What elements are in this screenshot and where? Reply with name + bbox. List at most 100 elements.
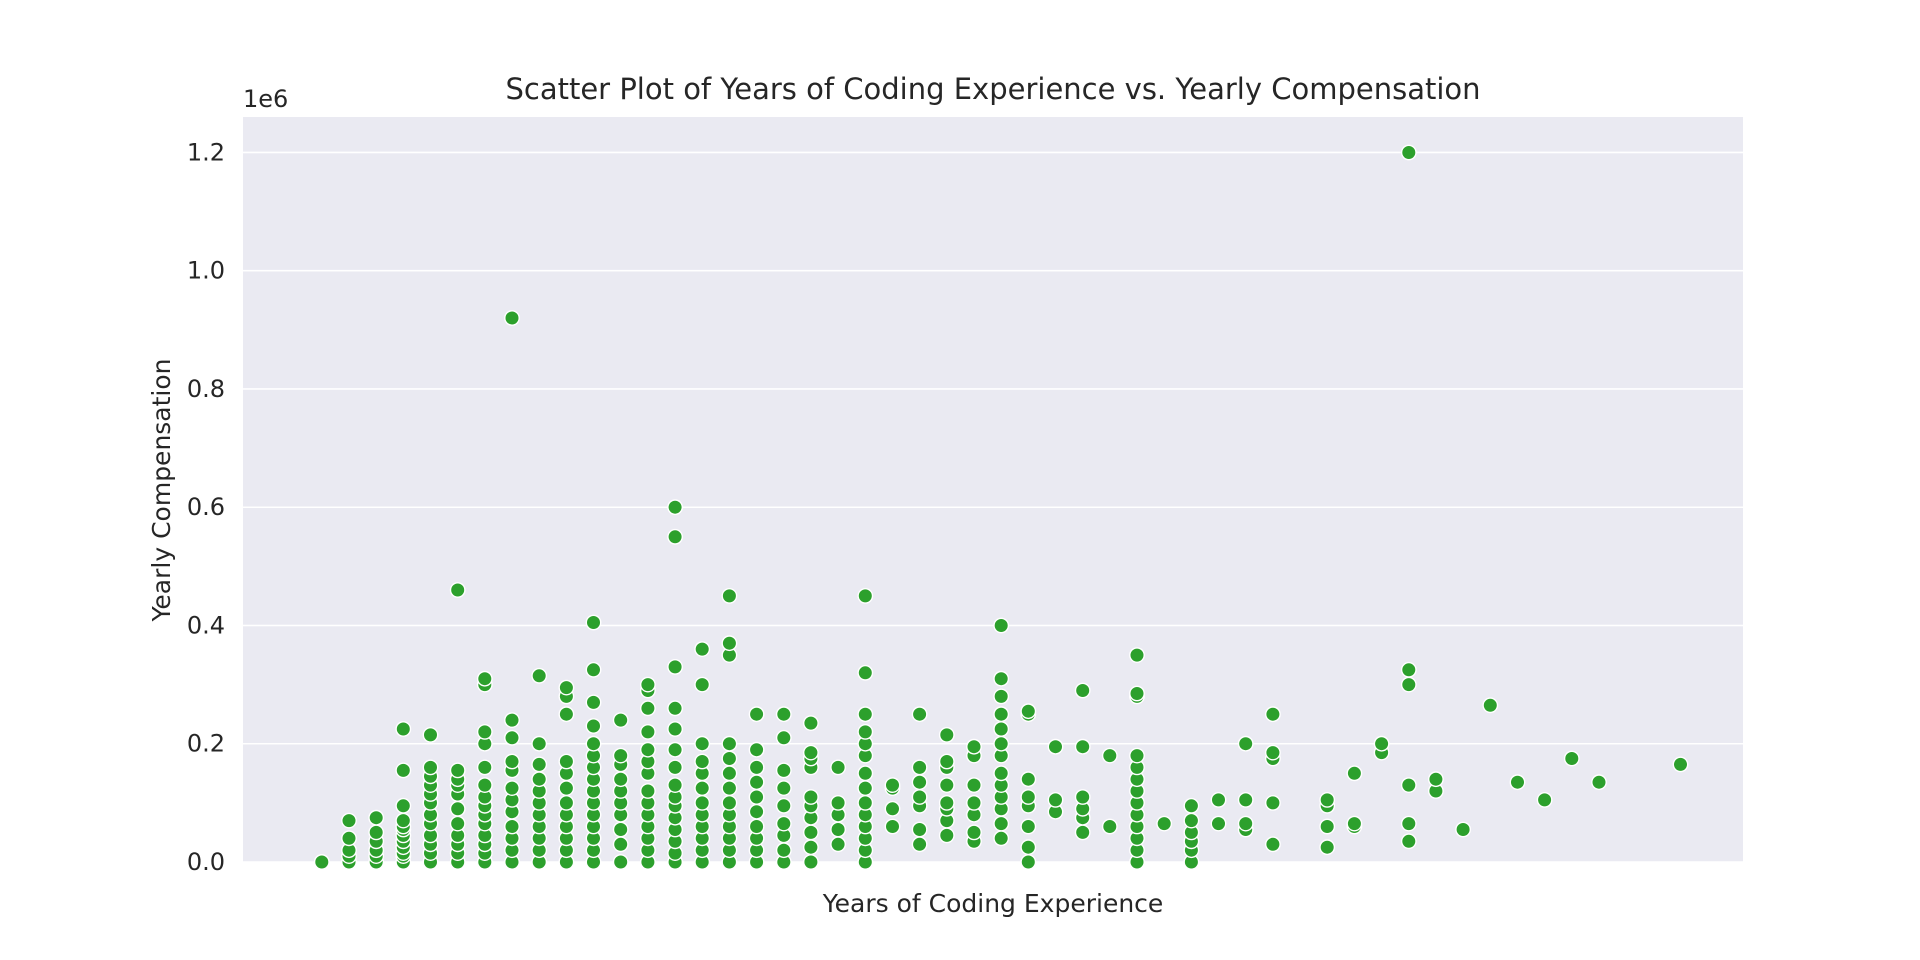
data-point	[1400, 833, 1417, 850]
data-point	[803, 715, 819, 731]
data-point	[476, 759, 493, 776]
y-tick-label: 0.0	[187, 848, 225, 876]
data-point	[1346, 815, 1363, 832]
data-point	[585, 735, 602, 752]
data-point	[1047, 792, 1064, 808]
data-point	[640, 724, 656, 740]
data-point	[993, 830, 1010, 847]
data-points	[313, 144, 1689, 870]
data-point	[1319, 839, 1336, 856]
data-point	[694, 735, 711, 752]
data-point	[857, 664, 874, 681]
data-point	[1237, 815, 1254, 832]
data-point	[1020, 771, 1037, 788]
data-point	[911, 774, 928, 791]
data-point	[911, 759, 928, 776]
data-point	[803, 789, 819, 805]
data-point	[449, 582, 466, 598]
data-point	[1400, 815, 1417, 832]
data-point	[531, 771, 548, 788]
data-point	[612, 854, 629, 870]
data-point	[667, 759, 683, 776]
data-point	[1319, 818, 1336, 835]
data-point	[694, 780, 711, 796]
data-point	[585, 694, 602, 711]
data-point	[830, 759, 846, 776]
data-point	[748, 741, 765, 758]
data-point	[449, 800, 466, 817]
data-point	[938, 777, 955, 793]
data-point	[803, 744, 819, 761]
data-point	[667, 659, 683, 675]
data-point	[667, 499, 683, 516]
data-point	[1020, 703, 1037, 720]
data-point	[721, 750, 738, 767]
data-point	[911, 836, 928, 853]
data-point	[341, 830, 357, 847]
data-point	[504, 712, 520, 728]
data-point	[585, 614, 602, 631]
data-point	[341, 812, 357, 829]
data-point	[640, 676, 656, 693]
data-point	[640, 783, 656, 799]
data-point	[504, 780, 520, 796]
y-tick-label: 0.2	[187, 730, 225, 758]
y-axis-label: Yearly Compensation	[147, 358, 176, 622]
data-point	[640, 700, 656, 717]
data-point	[748, 759, 765, 776]
data-point	[803, 824, 819, 841]
data-point	[694, 676, 711, 693]
data-point	[1156, 815, 1173, 832]
data-point	[1265, 706, 1281, 723]
data-point	[531, 667, 548, 684]
data-point	[395, 762, 412, 779]
data-point	[938, 727, 955, 743]
data-point	[1129, 647, 1145, 663]
data-point	[667, 721, 683, 737]
data-point	[721, 635, 738, 652]
grid-lines	[243, 151, 1743, 863]
data-point	[1428, 771, 1444, 788]
data-point	[422, 759, 439, 776]
data-point	[721, 588, 738, 604]
data-point	[667, 741, 683, 758]
data-point	[748, 774, 765, 791]
y-tick-label: 1.0	[187, 257, 225, 285]
data-point	[966, 795, 982, 811]
data-point	[911, 706, 928, 723]
data-point	[748, 803, 765, 820]
data-point	[667, 528, 683, 545]
data-point	[1101, 818, 1118, 835]
data-point	[667, 700, 683, 717]
data-point	[803, 854, 819, 870]
data-point	[775, 780, 792, 796]
data-point	[1400, 144, 1417, 161]
data-point	[667, 777, 683, 793]
data-point	[938, 827, 955, 844]
data-point	[857, 765, 874, 782]
data-point	[857, 780, 874, 796]
data-point	[857, 724, 874, 740]
data-point	[775, 706, 792, 723]
data-point	[830, 836, 846, 853]
data-point	[1563, 750, 1580, 767]
data-point	[1183, 797, 1200, 814]
data-point	[694, 753, 711, 770]
data-point	[1129, 747, 1145, 764]
data-point	[558, 780, 575, 796]
chart-title: Scatter Plot of Years of Coding Experien…	[505, 72, 1480, 106]
plot-background	[243, 117, 1743, 862]
data-point	[721, 780, 738, 796]
data-point	[1047, 738, 1064, 755]
data-point	[993, 735, 1010, 752]
data-point	[395, 721, 412, 737]
data-point	[612, 712, 629, 728]
data-point	[721, 795, 738, 811]
y-tick-label: 0.6	[187, 493, 225, 521]
data-point	[476, 777, 493, 793]
data-point	[1265, 836, 1281, 853]
data-point	[585, 718, 602, 734]
data-point	[884, 800, 901, 817]
data-point	[1183, 812, 1200, 829]
